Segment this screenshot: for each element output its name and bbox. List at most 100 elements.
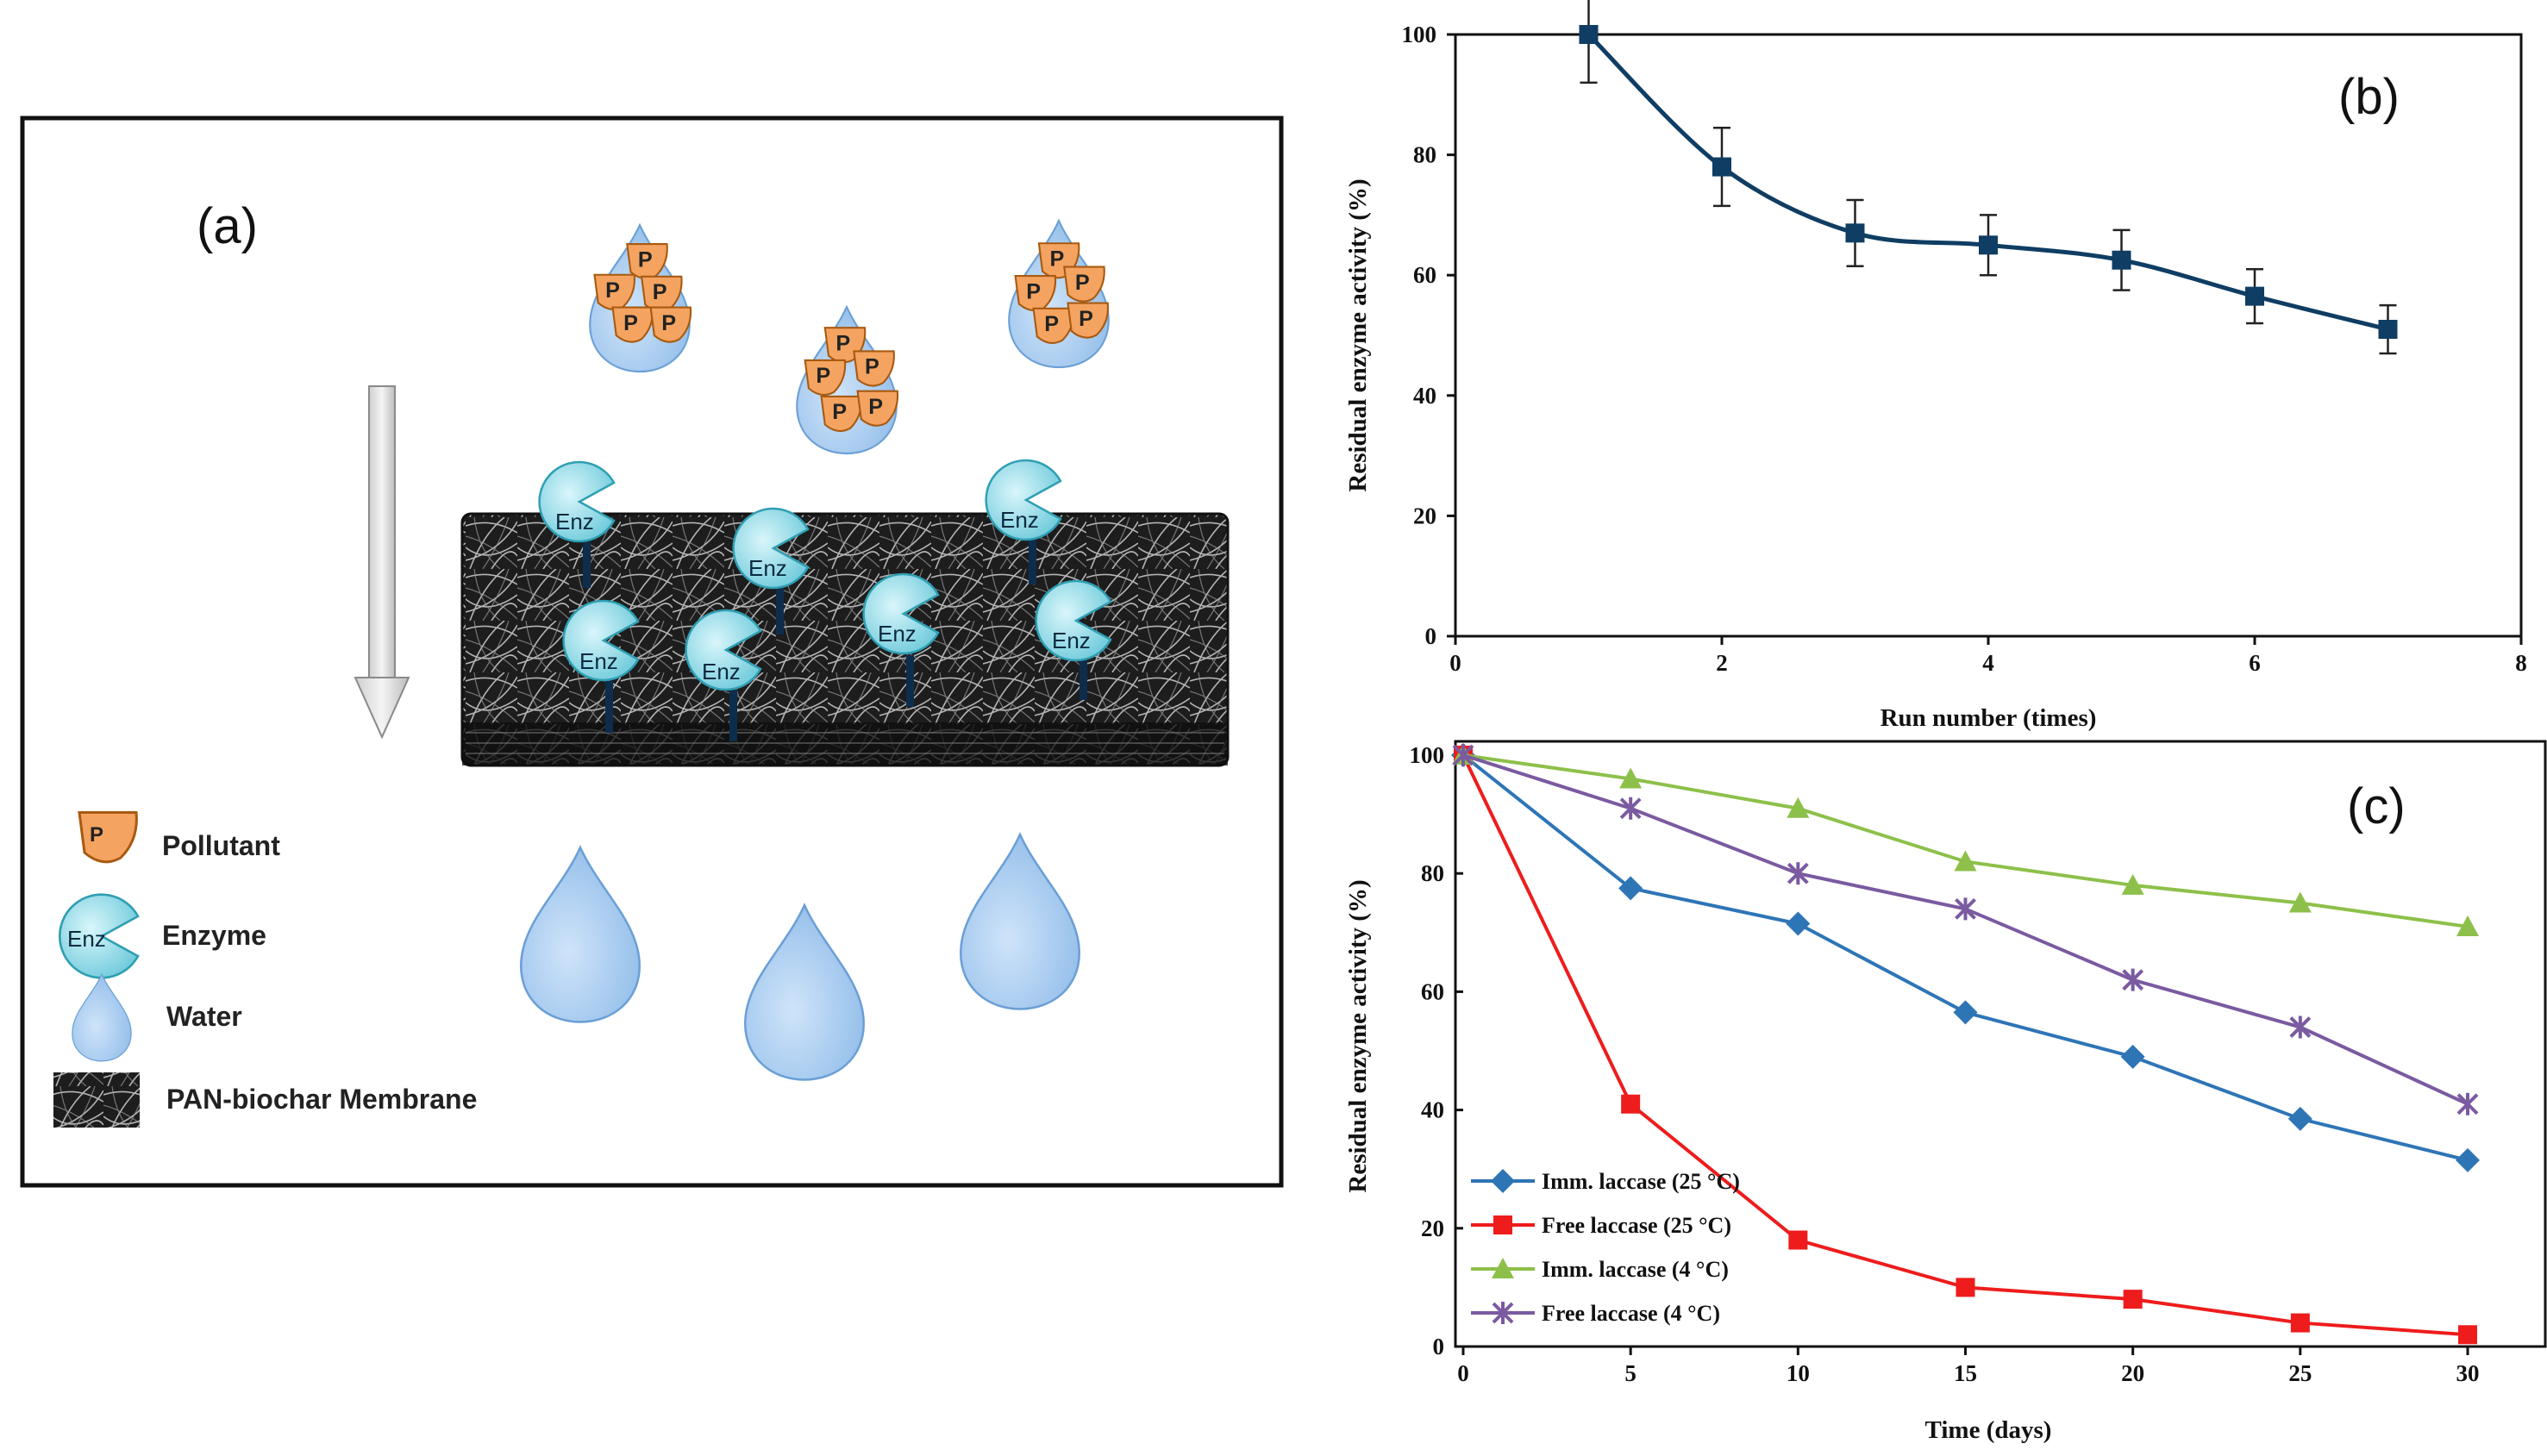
legend-label: Imm. laccase (25 °C)	[1542, 1169, 1740, 1194]
enzyme-label: Enz	[555, 509, 594, 534]
pollutant-letter: P	[835, 331, 850, 355]
enzyme-label: Enz	[702, 659, 741, 684]
y-tick-label: 0	[1433, 1334, 1445, 1359]
pollutant-letter: P	[1075, 271, 1090, 295]
data-point-series-2	[2456, 915, 2479, 936]
legend-label: Free laccase (4 °C)	[1542, 1301, 1720, 1326]
anchored-enzyme: Enz	[1035, 579, 1112, 700]
anchored-enzyme: Enz	[685, 609, 762, 741]
svg-text:Enz: Enz	[67, 926, 106, 952]
data-point-series-0	[1845, 223, 1865, 243]
flow-arrow-icon	[354, 385, 410, 740]
series-line-0	[1461, 753, 2469, 1162]
schematic-legend: P Pollutant Enz Enzyme Water PAN-biochar…	[53, 811, 477, 1128]
pollutant-letter: P	[1044, 312, 1059, 336]
data-point-series-3	[1955, 897, 1976, 921]
anchored-enzyme: Enz	[985, 459, 1062, 584]
anchored-enzyme: Enz	[862, 572, 940, 707]
data-point-series-0	[2287, 1106, 2312, 1131]
data-point-series-3	[2289, 1015, 2312, 1039]
data-point-series-1	[1788, 1230, 1808, 1250]
pollutant-letter: P	[816, 364, 830, 388]
y-tick-label: 100	[1402, 22, 1437, 47]
series-line-3	[1462, 753, 2469, 1106]
enzyme-label: Enz	[579, 648, 618, 674]
data-point-series-2	[1619, 767, 1643, 789]
panel-label-c: (c)	[2347, 778, 2406, 834]
x-tick-label: 6	[2249, 650, 2261, 676]
anchored-enzyme: Enz	[732, 507, 810, 634]
chart-b: (b) Run number (times) Residual enzyme a…	[1344, 0, 2527, 732]
legend-pollutant-label: Pollutant	[162, 830, 280, 861]
x-tick-label: 30	[2456, 1360, 2480, 1386]
pollutant-letter: P	[605, 278, 620, 303]
x-tick-label: 4	[1982, 650, 1994, 676]
legend-entry: Imm. laccase (25 °C)	[1471, 1169, 1740, 1194]
legend-swatch-marker	[1492, 1302, 1514, 1324]
chart-c-plot-frame	[1454, 740, 2547, 1348]
anchored-enzyme: Enz	[538, 460, 616, 588]
pollutant-letter: P	[832, 400, 847, 424]
data-point-series-0	[1786, 911, 1811, 936]
legend-water-label: Water	[166, 1001, 242, 1032]
data-point-series-0	[1618, 876, 1643, 901]
pollutant-letter: P	[1026, 279, 1041, 303]
pollutant-letter: P	[1050, 247, 1065, 272]
panel-label-a: (a)	[197, 198, 258, 254]
pollutant-letter: P	[868, 395, 883, 419]
chart-c-legend: Imm. laccase (25 °C) Free laccase (25 °C)…	[1471, 1169, 1740, 1326]
y-tick-label: 20	[1413, 503, 1436, 528]
svg-text:P: P	[90, 823, 103, 847]
chart-b-marks	[1579, 0, 2398, 355]
legend-swatch-marker	[1492, 1258, 1514, 1278]
x-tick-label: 0	[1449, 650, 1461, 676]
data-point-series-1	[1956, 1278, 1975, 1297]
data-point-series-1	[1621, 1094, 1641, 1114]
pollutant-letter: P	[865, 355, 879, 379]
data-point-series-0	[2245, 286, 2264, 306]
data-point-series-3	[1452, 744, 1474, 766]
data-point-series-1	[2123, 1290, 2143, 1309]
x-tick-label: 20	[2121, 1360, 2144, 1386]
data-point-series-0	[1953, 1000, 1978, 1025]
data-point-series-2	[1954, 850, 1977, 872]
y-tick-label: 80	[1421, 860, 1444, 886]
data-point-series-2	[2288, 891, 2312, 913]
chart-c-y-axis-title: Residual enzyme activity (%)	[1344, 879, 1372, 1192]
pollutant-letter: P	[623, 311, 638, 335]
data-point-series-2	[2121, 873, 2144, 895]
x-tick-label: 0	[1457, 1360, 1469, 1386]
pollutant-letter: P	[661, 311, 676, 335]
data-point-series-0	[1579, 25, 1599, 44]
data-point-series-3	[1787, 862, 1809, 885]
chart-c-ticks: 0 5 10 15 20 25 30 0 20 40 60 80 100	[1410, 742, 2480, 1386]
x-tick-label: 10	[1787, 1360, 1810, 1386]
pollutant-letter: P	[638, 247, 653, 272]
y-tick-label: 60	[1421, 978, 1444, 1004]
pollutant-icon: P	[78, 811, 138, 864]
chart-b-y-axis-title: Residual enzyme activity (%)	[1344, 178, 1372, 491]
x-tick-label: 2	[1716, 650, 1728, 676]
anchored-enzyme: Enz	[562, 599, 640, 733]
legend-entry: Free laccase (25 °C)	[1471, 1213, 1731, 1238]
enzyme-label: Enz	[748, 555, 787, 581]
data-point-series-0	[2120, 1044, 2145, 1069]
y-tick-label: 0	[1425, 623, 1437, 649]
polluted-droplet: P P P P P	[796, 305, 899, 455]
legend-enzyme-label: Enzyme	[162, 920, 266, 951]
legend-entry: Free laccase (4 °C)	[1471, 1301, 1720, 1326]
legend-label: Free laccase (25 °C)	[1542, 1213, 1731, 1238]
legend-swatch-marker	[1493, 1215, 1512, 1234]
chart-c: (c) Time (days) Residual enzyme activity…	[1344, 740, 2547, 1444]
data-point-series-0	[1979, 235, 1998, 255]
y-tick-label: 20	[1421, 1215, 1444, 1241]
y-tick-label: 80	[1413, 142, 1436, 168]
enzyme-icon: Enz	[58, 893, 140, 979]
data-point-series-0	[1712, 157, 1731, 177]
y-tick-label: 40	[1421, 1097, 1444, 1123]
chart-c-marks	[1451, 743, 2480, 1345]
panel-label-b: (b)	[2338, 69, 2400, 125]
schematic-panel: (a) P P P P P P P P	[20, 116, 1284, 1188]
pollutant-letter: P	[1079, 307, 1093, 331]
legend-membrane-label: PAN-biochar Membrane	[166, 1084, 477, 1115]
